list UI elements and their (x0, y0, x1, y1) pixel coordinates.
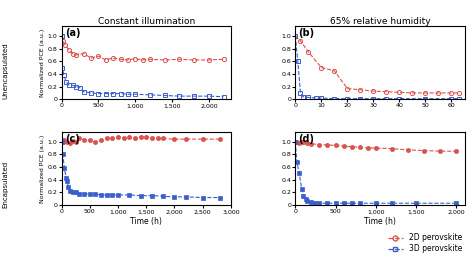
Text: (c): (c) (65, 134, 80, 144)
Text: (a): (a) (65, 28, 81, 38)
Text: Encapsulated: Encapsulated (2, 160, 9, 208)
Y-axis label: Normalized PCE (a.u.): Normalized PCE (a.u.) (40, 134, 45, 203)
Y-axis label: Normalized PCE (a.u.): Normalized PCE (a.u.) (40, 29, 45, 97)
Text: (d): (d) (299, 134, 315, 144)
Title: Constant illumination: Constant illumination (98, 17, 195, 26)
Legend: 2D perovskite, 3D perovskite: 2D perovskite, 3D perovskite (384, 230, 465, 256)
Text: (b): (b) (299, 28, 315, 38)
X-axis label: Time (h): Time (h) (130, 217, 162, 226)
Text: Unencapsulated: Unencapsulated (2, 43, 9, 99)
X-axis label: Time (h): Time (h) (364, 217, 396, 226)
Title: 65% relative humidity: 65% relative humidity (329, 17, 430, 26)
